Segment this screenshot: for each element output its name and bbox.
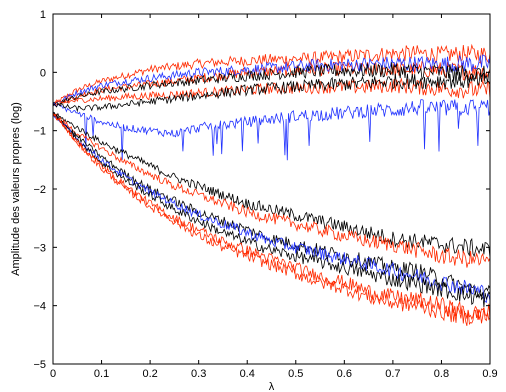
y-tick-label: −4 [33, 301, 46, 313]
series-line-2 [52, 60, 491, 107]
series-line-11 [52, 111, 491, 303]
x-tick-label: 0.8 [434, 368, 449, 380]
y-tick-label: −1 [33, 126, 46, 138]
series-line-1 [52, 43, 491, 106]
x-tick-label: 0.4 [240, 368, 255, 380]
x-tick-label: 0.6 [337, 368, 352, 380]
y-axis-label: Amplitude des valeurs propres (log) [10, 102, 22, 276]
series-line-6 [52, 99, 491, 161]
x-tick-label: 0.1 [94, 368, 109, 380]
x-tick-label: 0.9 [482, 368, 497, 380]
series-line-14 [52, 112, 491, 324]
ticks-layer: 0 0.1 0.2 0.3 0.4 0.5 0.6 0.7 0.8 0.9 −5 −4 −3 −2 −1 0 1 [33, 9, 497, 380]
series-line-7 [52, 71, 491, 113]
x-tick-label: 0.5 [288, 368, 303, 380]
y-tick-label: 0 [40, 67, 46, 79]
y-tick-label: 1 [40, 9, 46, 21]
series-line-3 [52, 54, 491, 106]
series-line-5 [52, 77, 491, 106]
x-tick-label: 0.3 [191, 368, 206, 380]
series-line-9 [52, 113, 491, 268]
x-tick-label: 0.7 [385, 368, 400, 380]
series-line-13 [52, 113, 491, 327]
x-axis-label: λ [269, 381, 275, 392]
y-tick-label: −5 [33, 359, 46, 371]
series-line-12 [52, 111, 491, 308]
y-tick-label: −2 [33, 184, 46, 196]
series-layer [52, 43, 491, 327]
series-line-4 [52, 62, 491, 105]
x-tick-label: 0.2 [142, 368, 157, 380]
x-tick-label: 0 [50, 368, 56, 380]
y-tick-label: −3 [33, 242, 46, 254]
